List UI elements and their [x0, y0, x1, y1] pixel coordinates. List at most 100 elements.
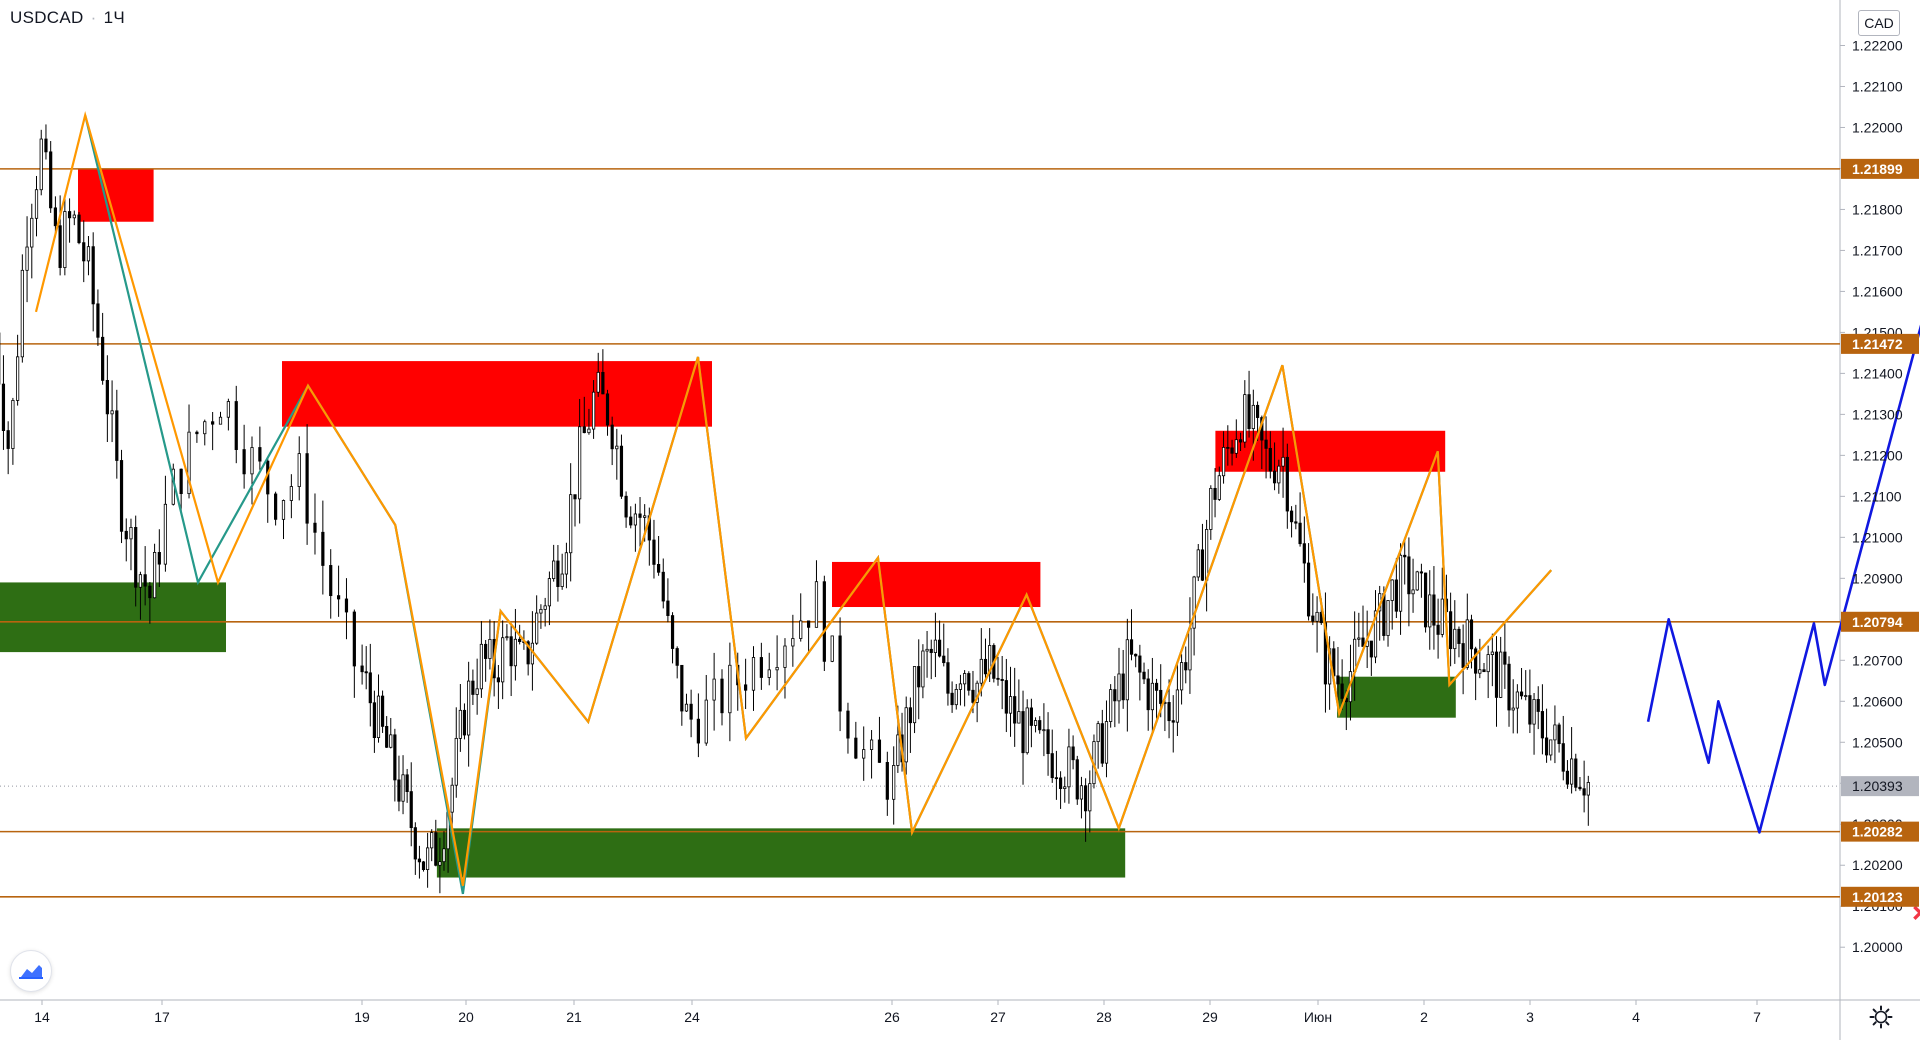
candle-body — [675, 648, 679, 666]
time-tick-label: 14 — [34, 1009, 50, 1025]
candle-body — [1486, 654, 1490, 673]
candle-body — [1582, 788, 1586, 796]
candle-body — [1063, 786, 1067, 789]
candle-body — [587, 428, 591, 434]
gear-icon[interactable] — [1868, 1004, 1894, 1030]
symbol-title: USDCAD · 1Ч — [10, 8, 125, 28]
price-axis[interactable]: 1.200001.201001.202001.203001.204001.205… — [1840, 37, 1919, 955]
price-tick-label: 1.20200 — [1852, 857, 1903, 873]
candle-body — [633, 513, 637, 526]
candle-body — [1336, 675, 1340, 685]
currency-badge[interactable]: CAD — [1858, 10, 1900, 36]
candle-body — [638, 513, 642, 518]
supply-zone — [78, 168, 154, 222]
candle-body — [1221, 447, 1226, 477]
candle-body — [397, 779, 401, 802]
candle-body — [720, 678, 724, 714]
level-price-tag — [1841, 611, 1919, 632]
candle-body — [963, 673, 967, 685]
candle-body — [1281, 456, 1285, 467]
candle-body — [364, 671, 368, 674]
cross-stroke-b — [1913, 910, 1920, 920]
candle-body — [63, 211, 67, 268]
candle-body — [556, 560, 560, 587]
tradingview-logo-icon[interactable] — [10, 950, 52, 992]
candle-body — [854, 737, 858, 759]
time-tick-label: 27 — [990, 1009, 1006, 1025]
time-tick-label: 26 — [884, 1009, 900, 1025]
demand-zone — [436, 828, 1126, 878]
candle-body — [163, 503, 168, 565]
price-tick-label: 1.21400 — [1852, 365, 1903, 381]
candle-body — [58, 225, 62, 268]
candle-body — [1100, 723, 1104, 764]
candle-body — [526, 641, 530, 665]
candle-body — [30, 217, 34, 248]
time-axis[interactable]: 14 17 19 20 21 24 26 27 28 29 Июн 2 3 4 7 — [34, 1000, 1761, 1025]
time-tick-label: 24 — [684, 1009, 700, 1025]
candle-body — [1264, 439, 1268, 449]
candle-body — [234, 401, 238, 450]
candle-body — [16, 356, 20, 401]
level-price-tag — [1841, 821, 1919, 842]
candle-body — [1184, 662, 1188, 671]
candle-body — [352, 611, 356, 667]
price-tick-label: 1.21000 — [1852, 529, 1903, 545]
candle-body — [666, 600, 670, 616]
title-separator: · — [90, 8, 97, 27]
candle-body — [1536, 699, 1540, 712]
candle-body — [547, 578, 552, 607]
symbol-name: USDCAD — [10, 8, 84, 27]
current-price-tag — [1841, 776, 1919, 797]
candle-body — [578, 426, 582, 500]
candle-body — [143, 574, 147, 587]
candle-body — [1013, 696, 1017, 724]
candle-body — [376, 695, 381, 738]
level-price-tag-text: 1.21899 — [1852, 161, 1903, 177]
candle-body — [1029, 707, 1033, 726]
candle-body — [1469, 619, 1474, 650]
price-tick-label: 1.22100 — [1852, 78, 1903, 94]
orange-wave-line — [34, 110, 1553, 886]
candle-body — [1386, 600, 1390, 636]
teal-wave-line — [84, 114, 1553, 895]
candle-body — [1150, 682, 1154, 711]
candle-body — [1038, 720, 1042, 731]
candle-body — [1528, 695, 1532, 725]
candle-body — [105, 380, 109, 415]
candle-body — [1482, 669, 1486, 673]
candle-body — [86, 246, 91, 262]
candle-body — [573, 494, 577, 500]
candle-body — [417, 858, 422, 863]
candle-body — [1390, 579, 1394, 601]
candle-body — [134, 527, 138, 588]
candle-body — [1209, 487, 1213, 530]
candle-body — [505, 636, 509, 639]
candle-body — [1515, 691, 1519, 709]
candle-body — [250, 447, 254, 475]
candle-body — [274, 493, 278, 520]
candle-body — [413, 827, 417, 860]
candle-body — [297, 453, 301, 487]
candle-body — [1234, 439, 1238, 454]
candle-body — [1268, 447, 1272, 472]
candle-body — [1373, 610, 1378, 658]
candle-body — [1121, 673, 1125, 701]
demand-zone — [1337, 676, 1456, 718]
forecast-layer — [1646, 324, 1920, 834]
candle-body — [1079, 785, 1084, 800]
candle-body — [1230, 447, 1234, 454]
candle-body — [1159, 689, 1163, 704]
candle-body — [582, 426, 586, 434]
candle-body — [624, 495, 628, 518]
candle-body — [389, 734, 393, 748]
candle-body — [1179, 662, 1184, 691]
candle-body — [877, 739, 882, 763]
candle-body — [1167, 702, 1171, 722]
candle-body — [421, 861, 426, 871]
candle-body — [1544, 737, 1549, 756]
cross-stroke-a — [1913, 905, 1920, 915]
candle-body — [6, 430, 10, 449]
